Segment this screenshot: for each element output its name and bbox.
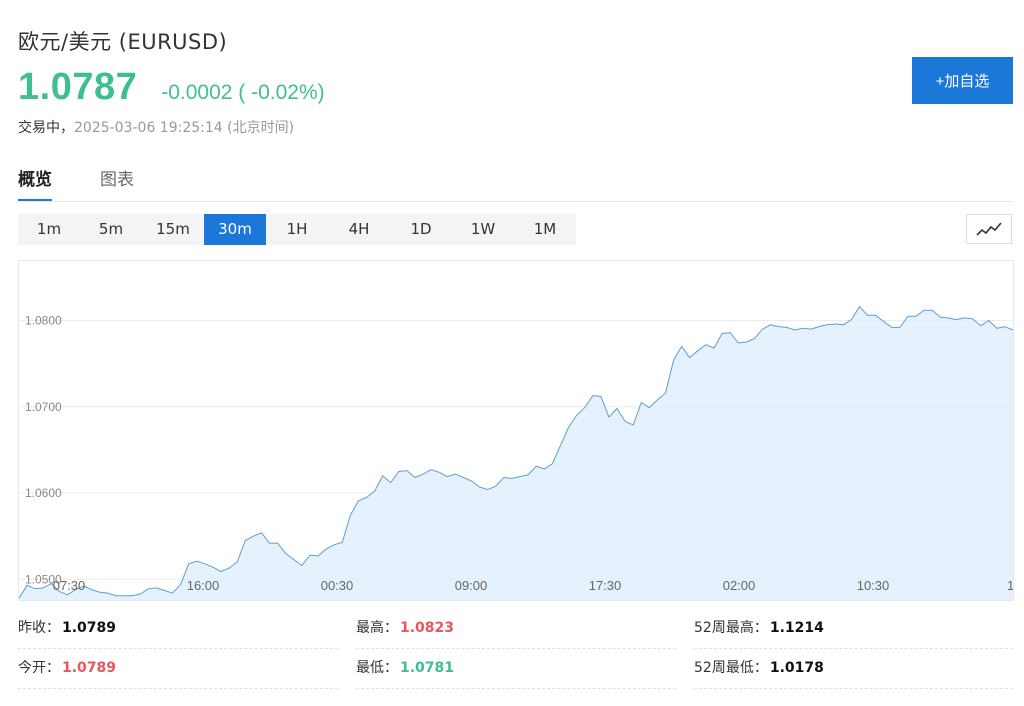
stat-label: 最低： xyxy=(356,660,398,676)
trading-status: 交易中， xyxy=(18,120,74,136)
add-to-watchlist-button[interactable]: +加自选 xyxy=(912,57,1013,104)
stat-value: 1.0789 xyxy=(62,660,117,676)
price-line xyxy=(18,305,1014,599)
x-tick-label: 19:0 xyxy=(1007,578,1013,593)
period-1d[interactable]: 1D xyxy=(410,220,432,238)
period-1mo[interactable]: 1M xyxy=(533,220,557,238)
stat-low: 最低： 1.0781 xyxy=(356,648,676,689)
x-tick-label: 09:00 xyxy=(455,578,488,593)
stat-value: 1.0789 xyxy=(62,620,117,636)
x-tick-label: 07:30 xyxy=(53,578,86,593)
period-1w[interactable]: 1W xyxy=(470,220,496,238)
period-1h[interactable]: 1H xyxy=(286,220,308,238)
stat-high: 最高： 1.0823 xyxy=(356,608,676,649)
stat-value: 1.0178 xyxy=(769,660,824,676)
stat-open: 今开： 1.0789 xyxy=(18,648,338,689)
period-1m[interactable]: 1m xyxy=(36,220,62,238)
tab-chart[interactable]: 图表 xyxy=(100,170,134,190)
x-tick-label: 17:30 xyxy=(589,578,622,593)
line-chart-icon xyxy=(976,222,1002,236)
stat-value: 1.1214 xyxy=(769,620,824,636)
y-tick-label: 1.0500 xyxy=(25,572,62,586)
y-tick-label: 1.0600 xyxy=(25,486,62,500)
price-row: 1.0787 -0.0002 ( -0.02%) xyxy=(18,66,325,109)
period-15m[interactable]: 15m xyxy=(156,220,190,238)
stat-label: 52周最低： xyxy=(694,660,768,676)
current-price: 1.0787 xyxy=(18,66,138,108)
price-chart-svg: 1.0800 1.0700 1.0600 1.0500 07:30 16:00 00:30… xyxy=(18,305,1024,600)
stat-52w-low: 52周最低： 1.0178 xyxy=(694,648,1013,689)
price-area xyxy=(19,306,1013,600)
stat-value: 1.0781 xyxy=(400,660,455,676)
x-tick-label: 16:00 xyxy=(187,578,220,593)
period-selector: 1m 5m 15m 30m 1H 4H 1D 1W 1M xyxy=(18,214,576,245)
y-tick-label: 1.0700 xyxy=(25,400,62,414)
stat-label: 昨收： xyxy=(18,620,60,636)
y-tick-label: 1.0800 xyxy=(25,314,62,328)
stat-value: 1.0823 xyxy=(400,620,455,636)
x-tick-label: 00:30 xyxy=(321,578,354,593)
x-tick-label: 02:00 xyxy=(723,578,756,593)
trading-status-row: 交易中，2025-03-06 19:25:14 (北京时间) xyxy=(18,117,294,137)
stat-52w-high: 52周最高： 1.1214 xyxy=(694,608,1013,649)
x-tick-label: 10:30 xyxy=(857,578,890,593)
price-change: -0.0002 ( -0.02%) xyxy=(161,81,325,104)
chart-type-toggle[interactable] xyxy=(966,214,1012,244)
stat-label: 今开： xyxy=(18,660,60,676)
tab-overview[interactable]: 概览 xyxy=(18,165,52,201)
period-5m[interactable]: 5m xyxy=(98,220,124,238)
stat-prev-close: 昨收： 1.0789 xyxy=(18,608,338,649)
quote-timestamp: 2025-03-06 19:25:14 (北京时间) xyxy=(74,120,295,136)
price-chart[interactable]: 1.0800 1.0700 1.0600 1.0500 07:30 16:00 00:30… xyxy=(18,260,1024,601)
instrument-title: 欧元/美元 (EURUSD) xyxy=(18,30,228,54)
stat-label: 52周最高： xyxy=(694,620,768,636)
period-30m[interactable]: 30m xyxy=(204,214,266,245)
period-4h[interactable]: 4H xyxy=(348,220,370,238)
main-tabs: 概览 图表 xyxy=(18,165,1013,202)
stat-label: 最高： xyxy=(356,620,398,636)
